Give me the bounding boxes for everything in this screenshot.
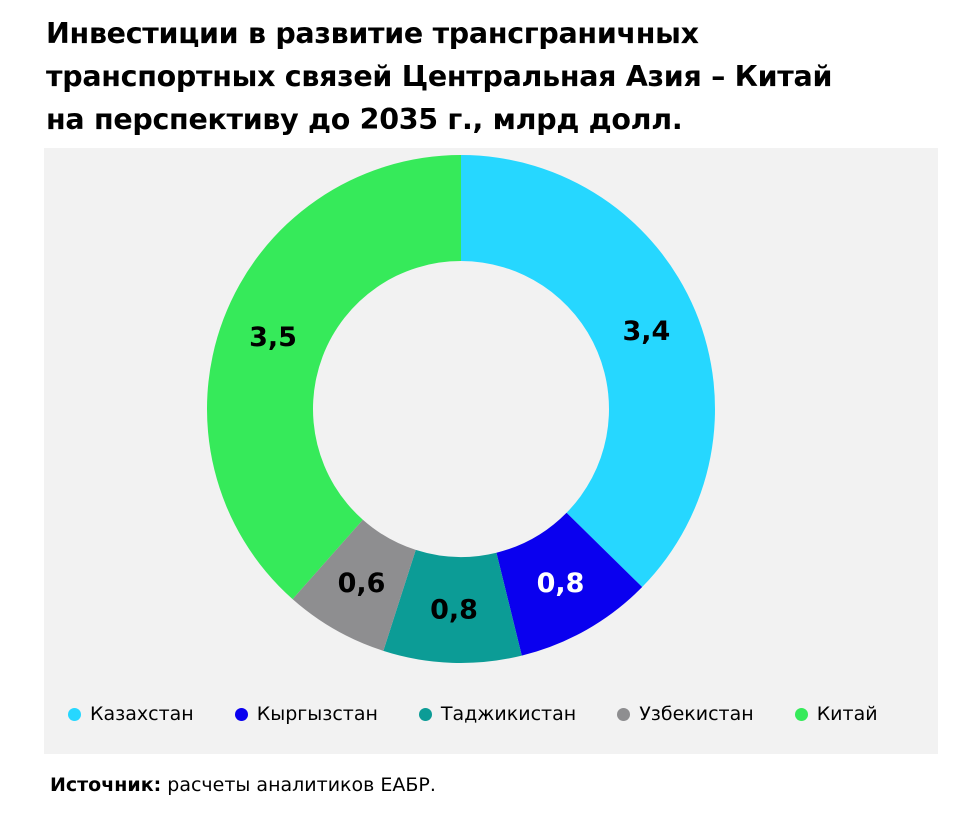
legend-dot-kazakhstan (68, 707, 81, 721)
chart-title: Инвестиции в развитие трансграничных тра… (46, 12, 946, 141)
data-label-kyrgyzstan: 0,8 (537, 568, 585, 599)
legend-dot-china (794, 707, 808, 721)
donut-chart: 3,4 0,8 0,8 0,6 3,5 (207, 155, 716, 663)
data-label-kazakhstan: 3,4 (622, 316, 670, 347)
source-text: расчеты аналитиков ЕАБР. (161, 774, 436, 796)
legend-label-uzbekistan: Узбекистан (639, 703, 754, 725)
donut-slice-kyrgyzstan (496, 512, 643, 656)
legend-dot-kyrgyzstan (234, 707, 248, 721)
legend-item-kazakhstan: Казахстан (68, 703, 194, 725)
legend-dot-uzbekistan (617, 707, 631, 721)
donut-slice-uzbekistan (292, 519, 416, 651)
legend-item-tajikistan: Таджикистан (418, 703, 577, 725)
legend-label-kazakhstan: Казахстан (90, 703, 194, 725)
chart-title-line-3: на перспективу до 2035 г., млрд долл. (46, 103, 683, 136)
data-label-uzbekistan: 0,6 (338, 568, 386, 599)
legend: Казахстан Кыргызстан Таджикистан Узбекис… (68, 701, 878, 727)
legend-item-kyrgyzstan: Кыргызстан (234, 703, 378, 725)
source-note: Источник: расчеты аналитиков ЕАБР. (50, 772, 436, 798)
legend-label-tajikistan: Таджикистан (440, 703, 577, 725)
donut-slice-china (207, 155, 461, 600)
chart-panel: 3,4 0,8 0,8 0,6 3,5 Казахстан Кыргызстан Тад… (44, 148, 938, 754)
data-label-china: 3,5 (249, 322, 297, 353)
legend-label-kyrgyzstan: Кыргызстан (256, 703, 378, 725)
legend-item-uzbekistan: Узбекистан (617, 703, 754, 725)
legend-dot-tajikistan (418, 707, 432, 721)
legend-item-china: Китай (794, 703, 878, 725)
source-label: Источник: (50, 774, 162, 796)
data-label-tajikistan: 0,8 (430, 594, 478, 625)
chart-title-line-1: Инвестиции в развитие трансграничных (46, 17, 699, 50)
chart-title-line-2: транспортных связей Центральная Азия – К… (46, 60, 833, 93)
legend-label-china: Китай (816, 703, 878, 725)
donut-slice-tajikistan (383, 549, 522, 663)
donut-slice-kazakhstan (461, 155, 716, 588)
